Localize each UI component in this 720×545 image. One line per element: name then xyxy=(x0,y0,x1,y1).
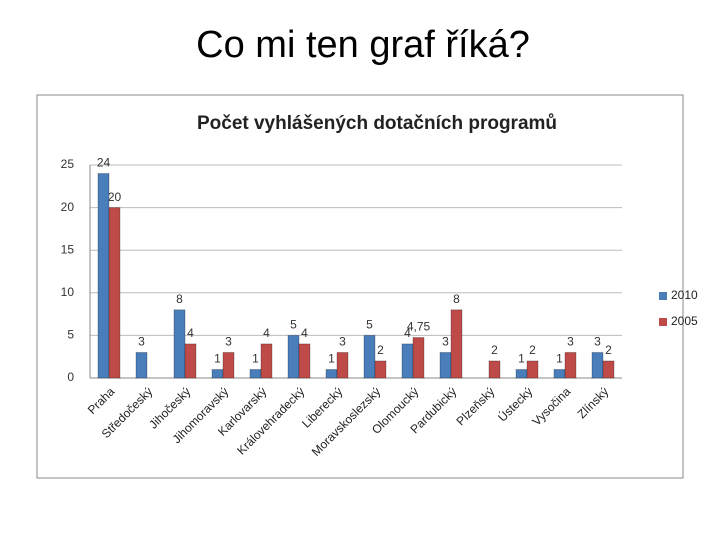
data-label: 1 xyxy=(328,352,335,366)
bar xyxy=(249,368,262,379)
data-label: 5 xyxy=(366,318,373,332)
bar xyxy=(450,309,463,379)
y-tick-label: 15 xyxy=(61,242,75,256)
bar xyxy=(298,343,311,379)
data-label: 4 xyxy=(301,326,308,340)
bar xyxy=(287,334,300,379)
legend-swatch xyxy=(659,292,667,300)
bar xyxy=(211,368,224,379)
data-label: 4 xyxy=(263,326,270,340)
data-label: 1 xyxy=(518,352,525,366)
legend-label: 2010 xyxy=(671,288,698,302)
data-label: 8 xyxy=(453,292,460,306)
bar xyxy=(222,351,235,379)
bar xyxy=(553,368,566,379)
data-label: 8 xyxy=(176,292,183,306)
legend-label: 2005 xyxy=(671,314,698,328)
bar xyxy=(602,360,615,379)
chart-title: Počet vyhlášených dotačních programů xyxy=(197,113,557,134)
data-label: 24 xyxy=(97,156,111,170)
data-label: 1 xyxy=(556,352,563,366)
bar xyxy=(401,343,414,379)
data-label: 3 xyxy=(339,335,346,349)
data-label: 20 xyxy=(108,190,122,204)
bar xyxy=(439,351,452,379)
bar xyxy=(488,360,501,379)
data-label: 3 xyxy=(594,335,601,349)
bar xyxy=(184,343,197,379)
bar xyxy=(260,343,273,379)
data-label: 2 xyxy=(491,343,498,357)
y-tick-label: 5 xyxy=(67,328,74,342)
bar xyxy=(526,360,539,379)
data-label: 3 xyxy=(567,335,574,349)
y-tick-label: 10 xyxy=(61,285,75,299)
bar xyxy=(97,173,110,379)
bar xyxy=(374,360,387,379)
data-label: 4,75 xyxy=(407,320,431,334)
data-label: 3 xyxy=(225,335,232,349)
data-label: 5 xyxy=(290,318,297,332)
bar xyxy=(173,309,186,379)
data-label: 4 xyxy=(404,326,411,340)
data-label: 1 xyxy=(252,352,259,366)
data-label: 2 xyxy=(529,343,536,357)
y-tick-label: 0 xyxy=(67,370,74,384)
bar xyxy=(135,351,148,379)
legend-swatch xyxy=(659,318,667,326)
data-label: 3 xyxy=(138,335,145,349)
data-label: 1 xyxy=(214,352,221,366)
bar xyxy=(564,351,577,379)
data-label: 3 xyxy=(442,335,449,349)
y-tick-label: 20 xyxy=(61,200,75,214)
chart-frame xyxy=(36,94,684,479)
data-label: 2 xyxy=(377,343,384,357)
bar xyxy=(336,351,349,379)
bar xyxy=(108,207,121,379)
bar xyxy=(325,368,338,379)
bar xyxy=(363,334,376,379)
slide-title: Co mi ten graf říká? xyxy=(196,24,530,66)
bar xyxy=(591,351,604,379)
bar xyxy=(412,337,425,379)
data-label: 2 xyxy=(605,343,612,357)
bar xyxy=(515,368,528,379)
y-tick-label: 25 xyxy=(61,157,75,171)
data-label: 4 xyxy=(187,326,194,340)
